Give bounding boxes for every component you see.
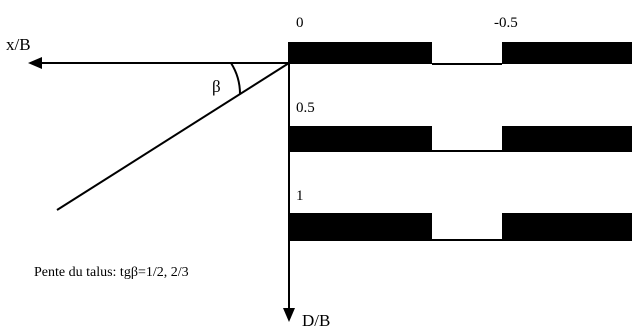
horizontal-axis-label: x/B	[6, 35, 31, 54]
footing-block-right	[502, 213, 632, 241]
footing-level-0	[289, 42, 632, 65]
offset-label-zero: 0	[296, 15, 304, 31]
slope-angle-label: β	[212, 77, 221, 96]
depth-label-0-5: 0.5	[296, 100, 315, 116]
vertical-axis-label: D/B	[302, 311, 330, 330]
slope-angle-arc	[230, 62, 241, 95]
footing-level-0-5	[289, 126, 632, 152]
vertical-axis-arrowhead	[283, 308, 295, 322]
footing-block-right	[502, 126, 632, 152]
footing-level-1	[289, 213, 632, 241]
slope-caption: Pente du talus: tgβ=1/2, 2/3	[34, 265, 189, 280]
footing-block-right	[502, 42, 632, 64]
slope-line	[56, 62, 290, 211]
depth-label-1: 1	[296, 188, 304, 204]
offset-label-minus-half: -0.5	[494, 15, 518, 31]
footing-block-left	[289, 126, 432, 152]
footing-block-left	[289, 213, 432, 241]
horizontal-axis-arrowhead	[28, 57, 42, 69]
footing-block-left	[289, 42, 432, 64]
